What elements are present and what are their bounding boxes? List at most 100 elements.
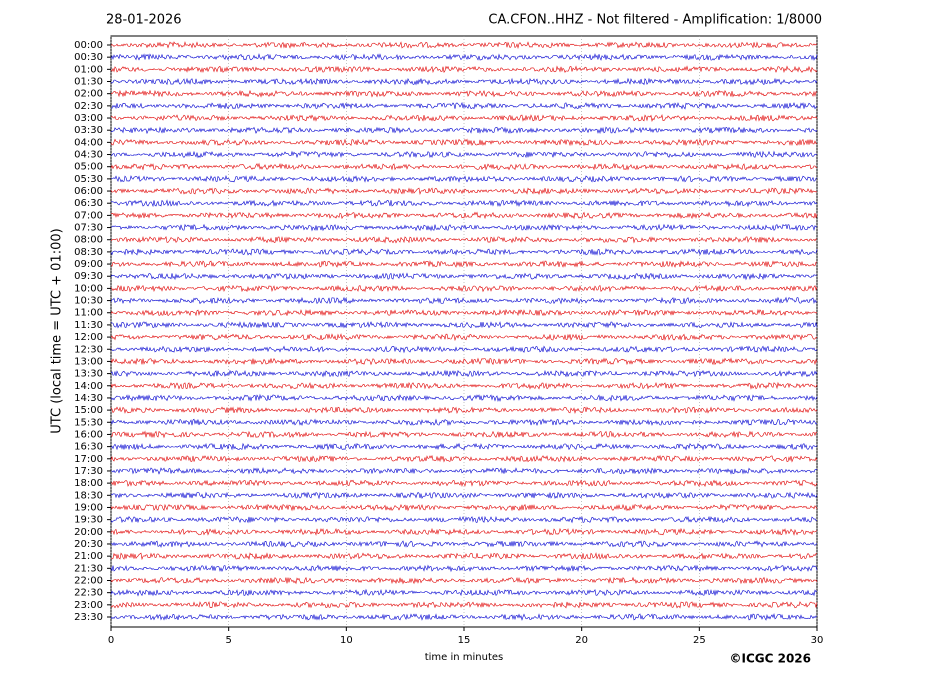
y-tick-label: 20:00 (74, 527, 103, 538)
trace (110, 552, 818, 561)
trace (110, 150, 818, 159)
trace (110, 77, 818, 86)
trace (110, 527, 818, 536)
y-tick-label: 14:30 (74, 393, 103, 404)
y-tick-label: 14:00 (74, 381, 103, 392)
trace (110, 114, 818, 122)
y-tick-label: 10:30 (74, 296, 103, 307)
y-tick-label: 09:30 (74, 271, 103, 282)
y-tick-label: 22:30 (74, 588, 103, 599)
x-tick-label: 25 (693, 635, 706, 646)
trace (110, 211, 818, 220)
trace (110, 126, 818, 135)
trace (110, 296, 818, 305)
y-tick-label: 04:30 (74, 150, 103, 161)
trace (110, 321, 818, 329)
y-tick-label: 07:00 (74, 210, 103, 221)
y-tick-label: 01:00 (74, 64, 103, 75)
y-tick-label: 10:00 (74, 283, 103, 294)
y-tick-label: 12:00 (74, 332, 103, 343)
credit: ©ICGC 2026 (729, 652, 811, 666)
y-tick-label: 23:30 (74, 612, 103, 623)
x-tick-label: 15 (458, 635, 471, 646)
trace (110, 564, 818, 573)
y-tick-label: 05:00 (74, 162, 103, 173)
trace (110, 454, 818, 463)
trace (110, 223, 818, 232)
trace (110, 162, 817, 171)
y-tick-label: 01:30 (74, 77, 103, 88)
x-axis-label: time in minutes (425, 652, 504, 663)
chart-title: CA.CFON..HHZ - Not filtered - Amplificat… (488, 13, 822, 28)
trace (110, 369, 818, 378)
trace (110, 101, 818, 110)
y-tick-label: 15:00 (74, 405, 103, 416)
trace (110, 418, 818, 427)
y-tick-label: 03:30 (74, 125, 103, 136)
y-tick-label: 06:30 (74, 198, 103, 209)
trace (111, 467, 818, 475)
trace (110, 515, 818, 524)
y-tick-label: 11:30 (74, 320, 103, 331)
y-tick-label: 08:30 (74, 247, 103, 258)
y-tick-label: 19:30 (74, 515, 103, 526)
y-tick-label: 18:00 (74, 478, 103, 489)
y-tick-label: 17:30 (74, 466, 103, 477)
trace (110, 357, 818, 366)
trace (110, 576, 818, 585)
trace (110, 540, 818, 548)
trace (110, 235, 818, 244)
trace (110, 333, 818, 342)
trace (110, 381, 818, 390)
y-tick-label: 06:00 (74, 186, 103, 197)
trace (110, 345, 818, 354)
y-tick-label: 04:00 (74, 137, 103, 148)
trace (110, 41, 818, 49)
trace (110, 406, 818, 415)
y-tick-label: 16:30 (74, 442, 103, 453)
trace (110, 284, 818, 293)
trace (110, 272, 818, 281)
y-tick-label: 13:00 (74, 356, 103, 367)
y-tick-label: 00:00 (74, 40, 103, 51)
trace (110, 491, 818, 500)
x-tick-label: 20 (575, 635, 588, 646)
trace (110, 248, 818, 256)
trace (110, 393, 818, 403)
y-tick-label: 05:30 (74, 174, 103, 185)
y-tick-label: 02:30 (74, 101, 103, 112)
trace (110, 613, 818, 621)
trace (110, 53, 818, 61)
trace (110, 430, 818, 439)
x-tick-label: 5 (225, 635, 231, 646)
y-tick-label: 17:00 (74, 454, 103, 465)
trace (110, 199, 818, 208)
y-tick-label: 19:00 (74, 502, 103, 513)
y-tick-label: 08:00 (74, 235, 103, 246)
y-tick-label: 16:00 (74, 429, 103, 440)
y-tick-label: 15:30 (74, 417, 103, 428)
trace (110, 479, 818, 487)
y-tick-label: 02:00 (74, 89, 103, 100)
y-tick-label: 23:00 (74, 600, 103, 611)
trace (110, 260, 818, 268)
y-tick-label: 21:30 (74, 563, 103, 574)
date: 28-01-2026 (106, 13, 182, 28)
trace (110, 601, 818, 609)
trace (110, 308, 818, 317)
y-tick-label: 00:30 (74, 52, 103, 63)
trace (110, 174, 818, 183)
plot-frame (110, 35, 818, 628)
trace (110, 187, 818, 196)
trace (110, 65, 818, 73)
y-tick-label: 07:30 (74, 223, 103, 234)
y-axis-label: UTC (local time = UTC + 01:00) (50, 228, 65, 433)
x-tick-label: 30 (811, 635, 824, 646)
y-tick-label: 12:30 (74, 344, 103, 355)
y-tick-label: 21:00 (74, 551, 103, 562)
y-tick-label: 03:00 (74, 113, 103, 124)
trace (110, 588, 818, 597)
y-tick-label: 22:00 (74, 575, 103, 586)
y-tick-label: 13:30 (74, 369, 103, 380)
